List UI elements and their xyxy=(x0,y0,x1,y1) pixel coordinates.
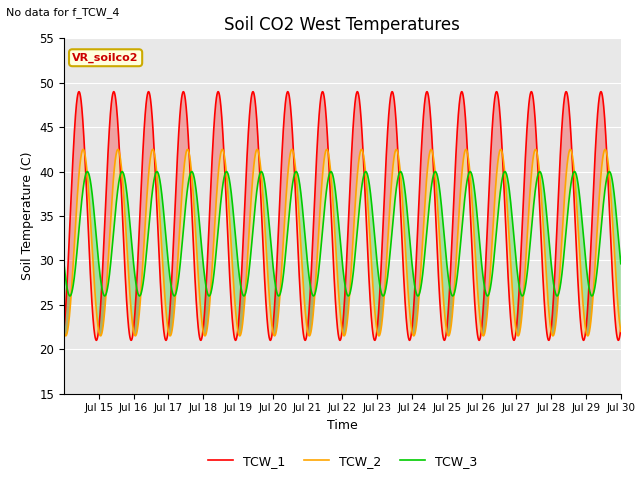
TCW_3 xyxy=(606,169,614,175)
Text: No data for f_TCW_4: No data for f_TCW_4 xyxy=(6,7,120,18)
TCW_2 xyxy=(606,183,614,189)
TCW_2 xyxy=(60,328,68,334)
Line: TCW_1: TCW_1 xyxy=(64,92,621,340)
Text: VR_soilco2: VR_soilco2 xyxy=(72,53,139,63)
TCW_1 xyxy=(274,248,282,253)
TCW_3 xyxy=(298,199,306,205)
TCW_1 xyxy=(124,311,131,317)
TCW_1 xyxy=(423,89,431,95)
TCW_3 xyxy=(60,261,68,266)
TCW_2 xyxy=(617,328,625,334)
TCW_2 xyxy=(392,146,400,152)
TCW_1 xyxy=(617,325,625,331)
Line: TCW_2: TCW_2 xyxy=(64,149,621,336)
X-axis label: Time: Time xyxy=(327,419,358,432)
TCW_1 xyxy=(606,226,614,231)
TCW_2 xyxy=(271,333,278,339)
TCW_2 xyxy=(298,260,306,265)
TCW_3 xyxy=(546,249,554,255)
TCW_3 xyxy=(157,183,164,189)
TCW_3 xyxy=(553,293,561,299)
TCW_1 xyxy=(60,325,68,331)
Title: Soil CO2 West Temperatures: Soil CO2 West Temperatures xyxy=(225,16,460,34)
TCW_1 xyxy=(547,333,554,339)
TCW_2 xyxy=(274,318,282,324)
TCW_2 xyxy=(157,225,164,230)
Line: TCW_3: TCW_3 xyxy=(64,172,621,296)
TCW_1 xyxy=(298,313,305,319)
TCW_3 xyxy=(124,198,132,204)
TCW_3 xyxy=(274,292,282,298)
Legend: TCW_1, TCW_2, TCW_3: TCW_1, TCW_2, TCW_3 xyxy=(203,450,482,473)
TCW_1 xyxy=(545,337,552,343)
TCW_2 xyxy=(547,322,554,328)
TCW_1 xyxy=(157,283,164,288)
Y-axis label: Soil Temperature (C): Soil Temperature (C) xyxy=(21,152,34,280)
TCW_3 xyxy=(617,261,625,266)
TCW_3 xyxy=(118,169,126,175)
TCW_2 xyxy=(124,254,131,260)
